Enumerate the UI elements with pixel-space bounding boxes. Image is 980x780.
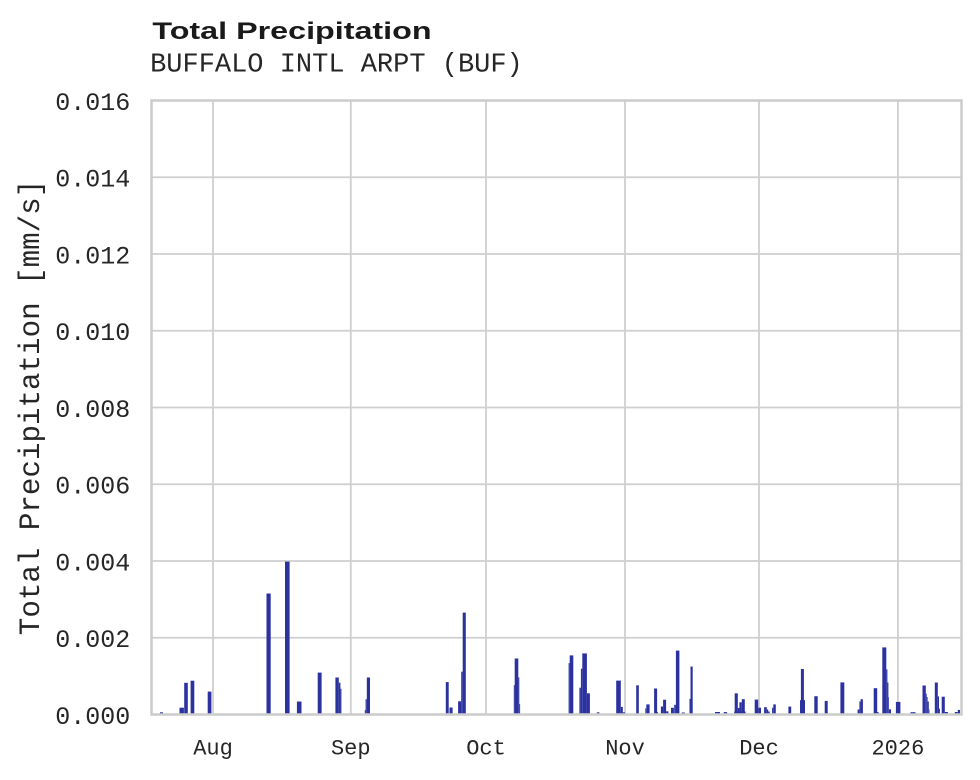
svg-text:0.006: 0.006	[55, 473, 130, 502]
svg-text:Nov: Nov	[605, 736, 645, 761]
svg-text:Aug: Aug	[193, 736, 233, 761]
svg-text:0.002: 0.002	[55, 626, 130, 655]
svg-text:0.000: 0.000	[55, 703, 130, 732]
svg-text:0.010: 0.010	[55, 319, 130, 348]
svg-text:2026: 2026	[871, 736, 924, 761]
svg-text:0.016: 0.016	[55, 89, 130, 118]
svg-text:Total Precipitation: Total Precipitation	[152, 18, 431, 45]
svg-text:Total Precipitation [mm/s]: Total Precipitation [mm/s]	[15, 180, 48, 635]
svg-text:Dec: Dec	[739, 736, 779, 761]
svg-text:BUFFALO INTL ARPT (BUF): BUFFALO INTL ARPT (BUF)	[150, 51, 523, 81]
svg-text:0.008: 0.008	[55, 396, 130, 425]
svg-text:0.004: 0.004	[55, 549, 130, 578]
svg-text:Sep: Sep	[331, 736, 371, 761]
svg-text:0.012: 0.012	[55, 242, 130, 271]
svg-text:0.014: 0.014	[55, 166, 130, 195]
svg-text:Oct: Oct	[466, 736, 506, 761]
